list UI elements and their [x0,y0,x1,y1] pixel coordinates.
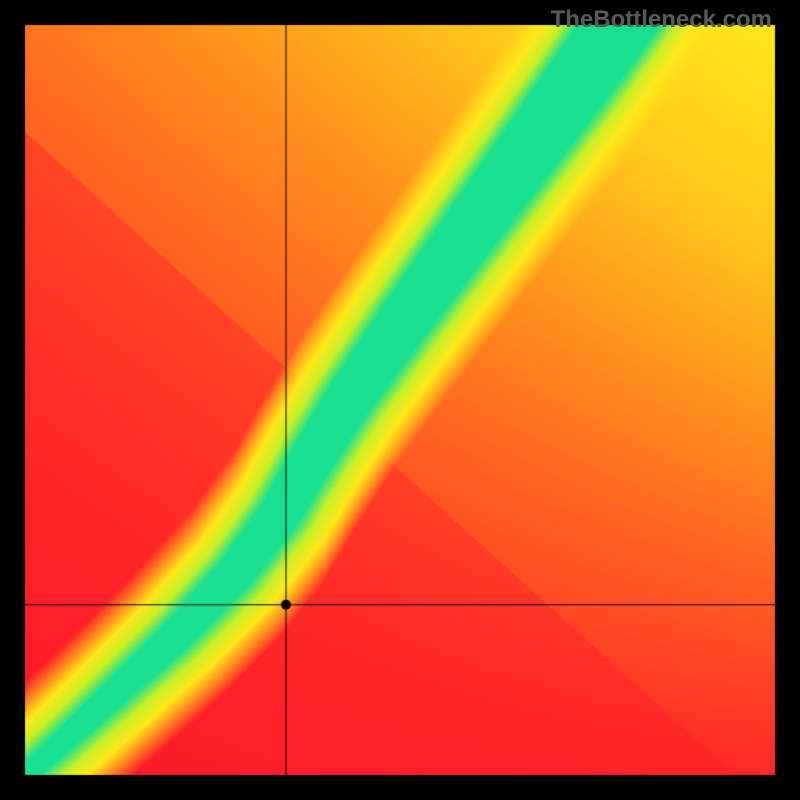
chart-container: { "watermark": { "text": "TheBottleneck.… [0,0,800,800]
heatmap-canvas [0,0,800,800]
watermark-text: TheBottleneck.com [551,6,772,34]
